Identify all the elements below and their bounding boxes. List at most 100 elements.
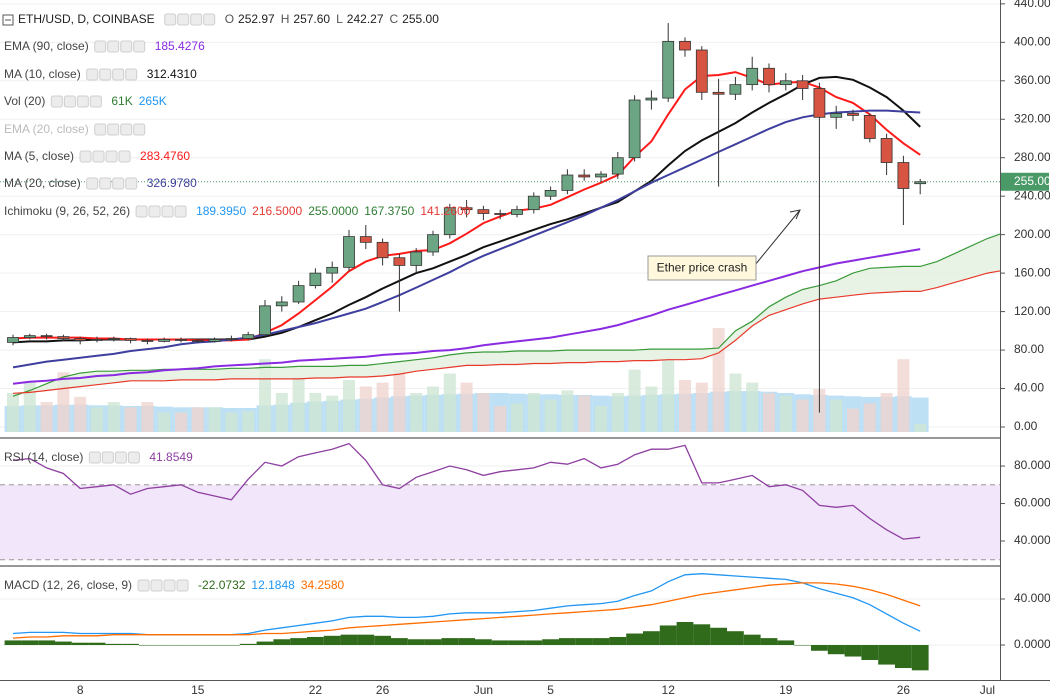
legend-value: 167.3750 xyxy=(364,204,414,218)
macd-histogram-bar xyxy=(609,636,627,646)
macd-histogram-bar xyxy=(273,639,291,646)
volume-bar xyxy=(494,406,507,432)
legend-value: 255.0000 xyxy=(308,204,358,218)
macd-histogram-bar xyxy=(525,640,543,646)
macd-histogram-bar xyxy=(878,645,895,665)
volume-ma-bar xyxy=(911,397,929,432)
macd-histogram-bar xyxy=(441,638,459,646)
volume-bar xyxy=(847,408,859,432)
candle-body xyxy=(259,305,271,336)
candle-body xyxy=(544,190,557,197)
candle-body xyxy=(494,213,507,215)
legend-icon xyxy=(89,95,102,108)
candle-body xyxy=(191,340,204,342)
legend-text: 242.27 xyxy=(347,12,384,26)
candle-body xyxy=(779,80,792,86)
legend-icon xyxy=(94,40,107,53)
legend-icon xyxy=(148,205,161,218)
candle-body xyxy=(729,84,742,95)
macd-histogram-bar xyxy=(88,642,106,646)
legend-icon xyxy=(161,205,174,218)
legend-name: Ichimoku (9, 26, 52, 26) xyxy=(4,204,130,218)
macd-histogram-bar xyxy=(542,639,559,646)
macd-histogram-bar xyxy=(239,643,257,646)
legend-text: 252.97 xyxy=(238,12,275,26)
volume-bar xyxy=(763,393,775,432)
candle-body xyxy=(746,67,759,86)
volume-bar xyxy=(359,386,372,432)
candle-body xyxy=(695,49,708,93)
macd-histogram-bar xyxy=(323,635,341,646)
macd-histogram-bar xyxy=(895,645,912,669)
legend-text: C xyxy=(390,12,399,26)
macd-histogram-bar xyxy=(122,643,139,646)
legend-icon xyxy=(92,150,105,163)
macd-histogram-bar xyxy=(676,622,694,646)
macd-histogram-bar xyxy=(760,638,778,646)
candle-body xyxy=(796,80,809,89)
volume-bar xyxy=(914,424,927,432)
volume-bar xyxy=(460,382,473,432)
legend-icon xyxy=(177,13,190,26)
volume-bar xyxy=(343,380,355,432)
legend-value: 12.1848 xyxy=(251,578,295,592)
macd-histogram-bar xyxy=(407,639,425,646)
legend-value: 265K xyxy=(139,94,167,108)
volume-bar xyxy=(124,407,137,432)
legend-name: MA (20, close) xyxy=(4,176,81,190)
candle-body xyxy=(292,285,305,303)
volume-bar xyxy=(645,386,658,432)
macd-histogram-bar xyxy=(827,645,845,655)
volume-bar xyxy=(561,390,574,432)
candle-body xyxy=(107,338,120,340)
legend-text: O xyxy=(225,12,234,26)
volume-bar xyxy=(158,412,171,432)
legend-icon xyxy=(79,150,92,163)
legend-value: 189.3950 xyxy=(196,204,246,218)
macd-histogram-bar xyxy=(794,645,811,646)
annotation-text: Ether price crash xyxy=(657,261,748,275)
annotation-box xyxy=(647,255,757,281)
macd-histogram-bar xyxy=(811,645,828,651)
x-tick-label: 19 xyxy=(779,683,793,697)
legend-value: 185.4276 xyxy=(155,39,205,53)
volume-bar xyxy=(376,382,389,432)
legend-icon xyxy=(190,13,203,26)
moving-average-line xyxy=(12,109,921,369)
volume-bar xyxy=(23,382,36,432)
macd-histogram-bar xyxy=(340,634,358,646)
y-tick-label: 240.00 xyxy=(1014,188,1050,202)
macd-histogram-bar xyxy=(290,638,307,646)
macd-histogram-bar xyxy=(38,640,55,646)
candle-body xyxy=(124,338,137,341)
legend-value: -22.0732 xyxy=(198,578,246,592)
volume-bar xyxy=(578,395,591,432)
legend-value: 41.8549 xyxy=(149,450,193,464)
volume-bar xyxy=(427,386,439,432)
candle-body xyxy=(309,272,322,287)
candle-body xyxy=(460,207,473,211)
rsi-pane xyxy=(0,442,1000,561)
candle-body xyxy=(914,181,927,185)
y-tick-label: 120.00 xyxy=(1014,304,1050,318)
macd-histogram-bar xyxy=(189,645,207,646)
legend-icon xyxy=(133,123,146,136)
candle-body xyxy=(527,195,540,211)
volume-bar xyxy=(7,393,19,432)
y-tick-label: 80.0000 xyxy=(1014,458,1050,472)
legend-value: 216.5000 xyxy=(252,204,302,218)
volume-bar xyxy=(107,402,120,432)
candle-body xyxy=(813,88,826,118)
legend-text: 257.60 xyxy=(293,12,330,26)
macd-histogram-bar xyxy=(643,631,660,646)
candle-body xyxy=(645,97,658,101)
legend-name: MA (5, close) xyxy=(4,149,74,163)
volume-bar xyxy=(292,377,305,432)
candle-body xyxy=(611,157,624,175)
macd-histogram-bar xyxy=(693,624,711,646)
price-pane xyxy=(0,3,1000,432)
candle-body xyxy=(343,236,355,268)
volume-bar xyxy=(410,393,423,432)
